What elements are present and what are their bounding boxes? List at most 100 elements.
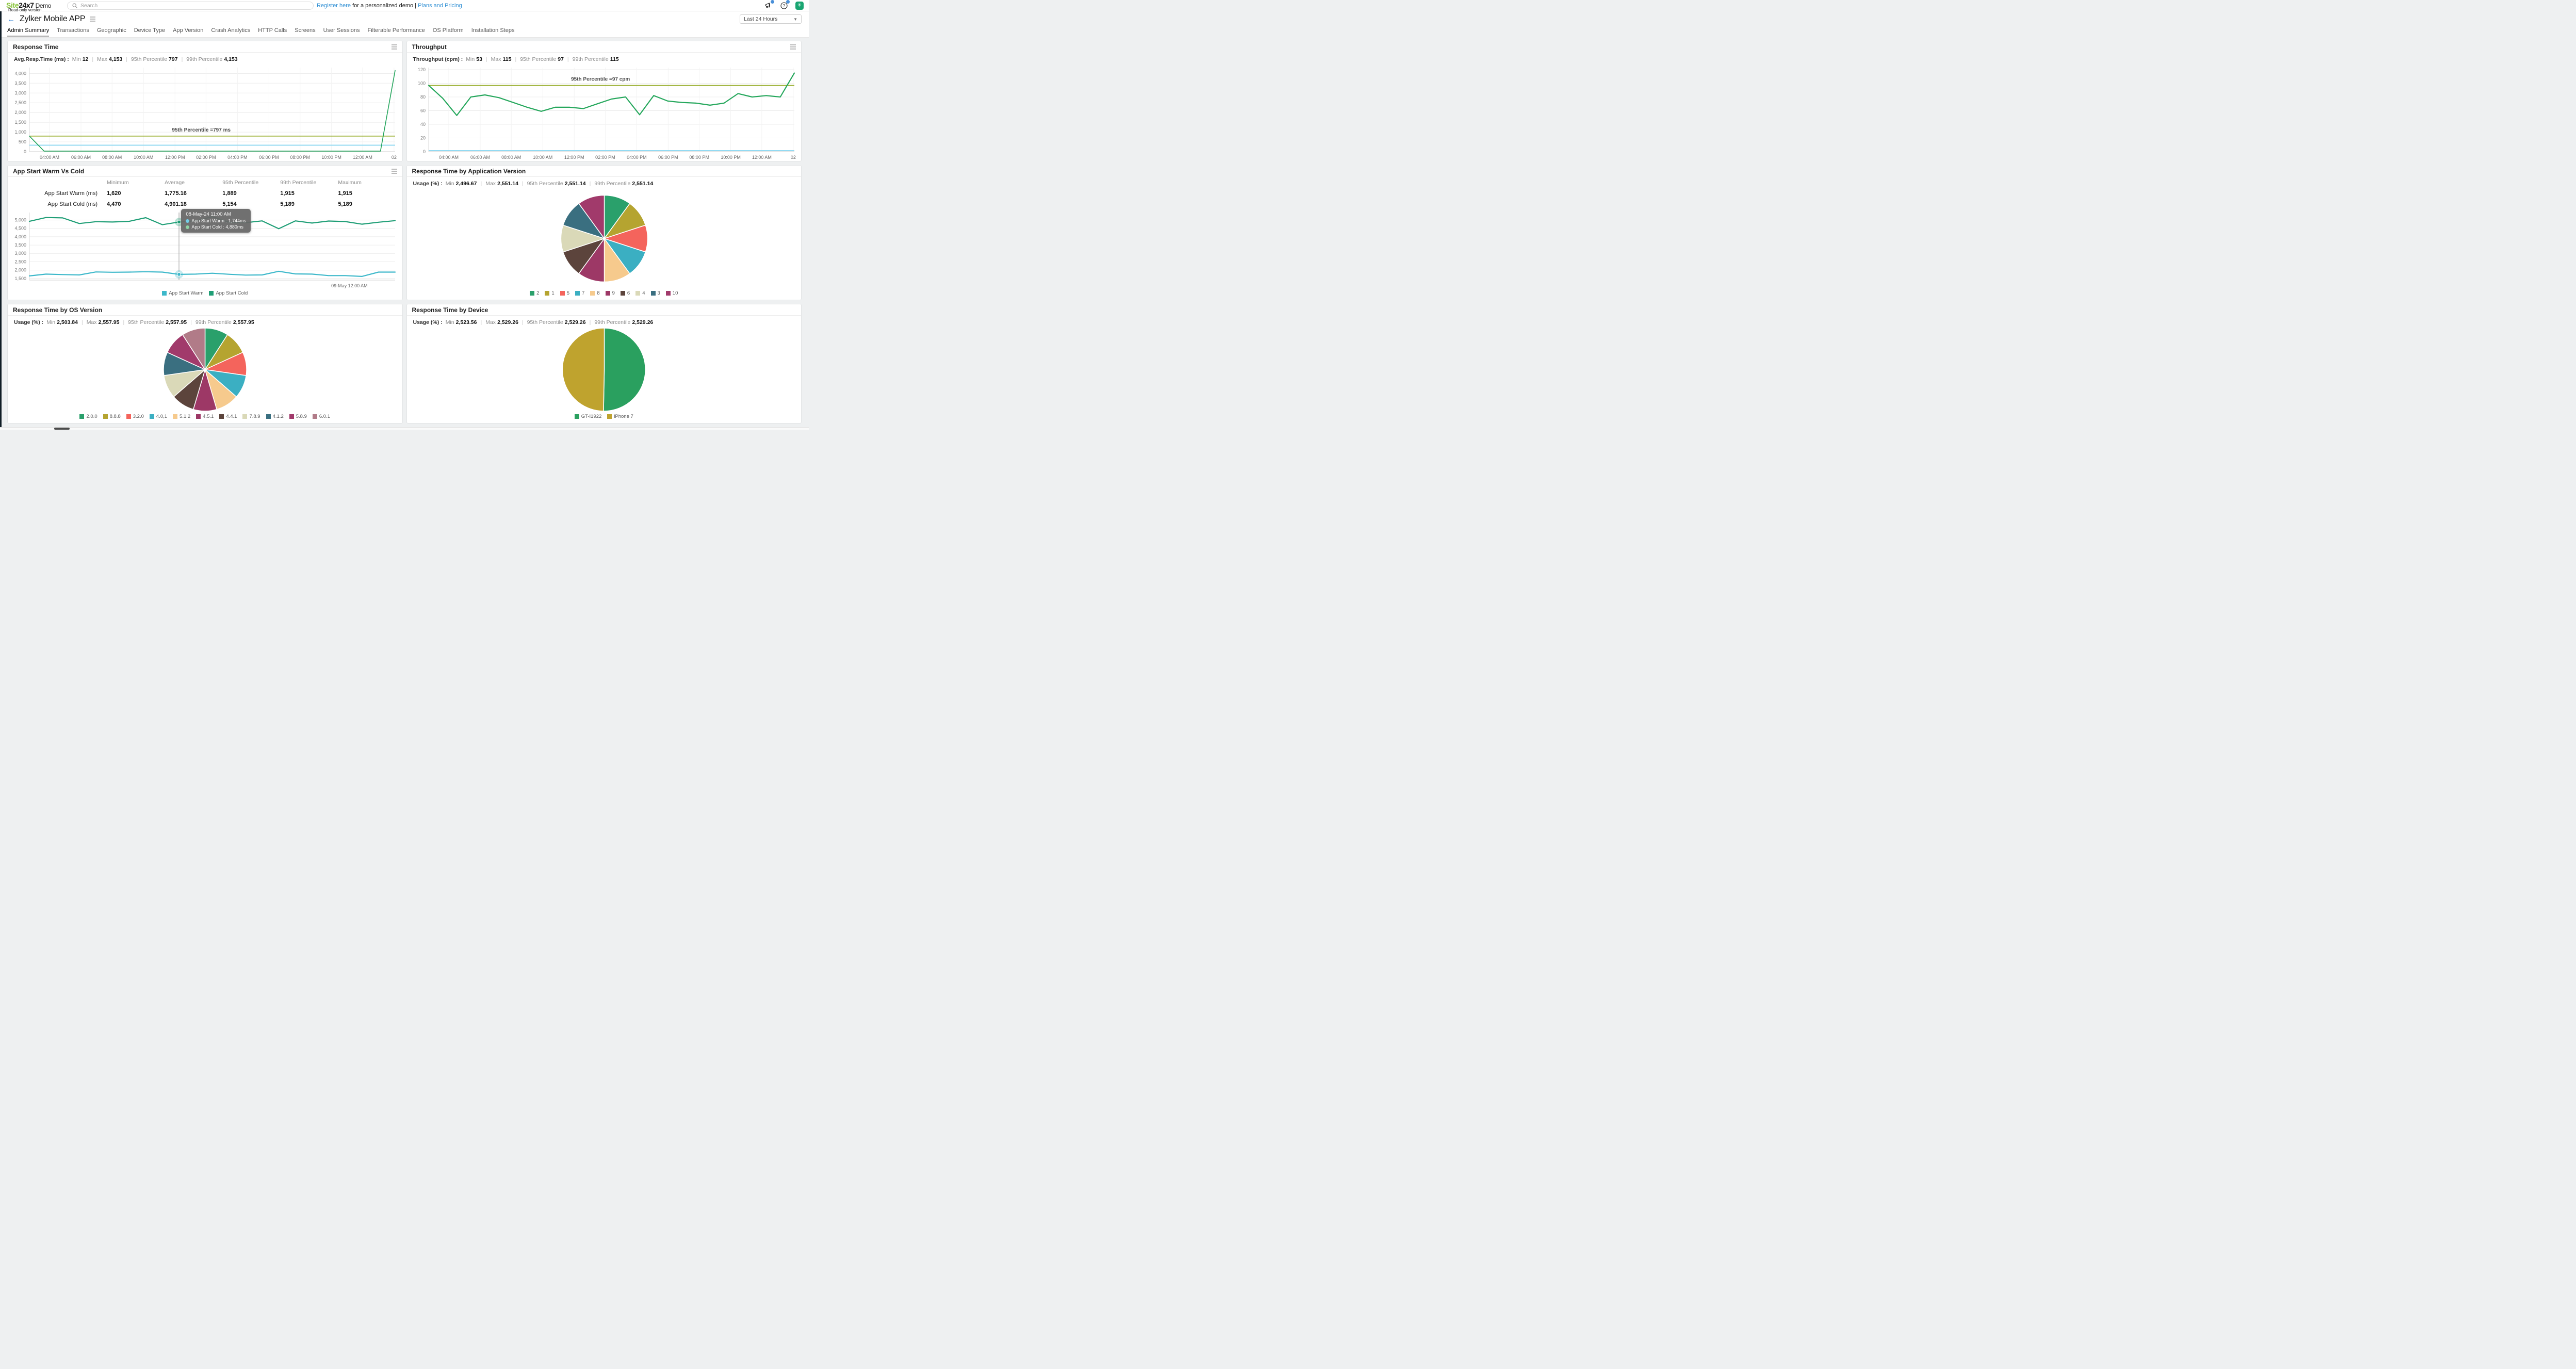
promo-text: for a personalized demo | bbox=[351, 2, 418, 9]
legend-item[interactable]: 5.8.9 bbox=[289, 414, 307, 419]
svg-text:95th Percentile =797 ms: 95th Percentile =797 ms bbox=[172, 127, 231, 133]
stats-row: Usage (%) : Min 2,496.67 | Max 2,551.14 | 95th… bbox=[413, 181, 654, 187]
panel-menu-button[interactable] bbox=[391, 44, 397, 50]
panel-os-version: Response Time by OS Version Usage (%) : … bbox=[7, 304, 403, 423]
tooltip-title: 08-May-24 11:00 AM bbox=[186, 211, 231, 217]
os-version-pie-chart[interactable] bbox=[8, 327, 402, 413]
svg-text:2,000: 2,000 bbox=[14, 110, 26, 115]
chart-legend: 2.0.0 8.8.8 3.2.0 4.0,1 5.1.2 4.5.1 4.4.1 7.8.9… bbox=[8, 413, 402, 423]
back-button[interactable]: ← bbox=[7, 14, 15, 24]
plans-pricing-link[interactable]: Plans and Pricing bbox=[418, 2, 462, 9]
legend-item[interactable]: 4.1.2 bbox=[266, 414, 284, 419]
legend-item[interactable]: 7 bbox=[575, 290, 584, 296]
stats-label: Usage (%) : bbox=[14, 319, 44, 325]
legend-item[interactable]: 10 bbox=[665, 290, 678, 296]
chart-legend: GT-I1922 iPhone 7 bbox=[407, 413, 802, 423]
help-icon: ? bbox=[780, 2, 788, 9]
legend-item[interactable]: 2 bbox=[530, 290, 539, 296]
throughput-chart[interactable]: 0 20 40 60 80 100 120 04:00 AM 06:00 AM 08:00 AM 1… bbox=[407, 63, 802, 161]
legend-item[interactable]: App Start Cold bbox=[209, 290, 248, 296]
legend-item[interactable]: 8 bbox=[590, 290, 600, 296]
svg-text:1,500: 1,500 bbox=[14, 120, 26, 125]
svg-text:02:00 PM: 02:00 PM bbox=[196, 155, 216, 160]
tab-installation-steps[interactable]: Installation Steps bbox=[471, 27, 515, 34]
svg-text:80: 80 bbox=[420, 94, 425, 100]
legend-item[interactable]: 7.8.9 bbox=[242, 414, 260, 419]
legend-item[interactable]: 9 bbox=[605, 290, 615, 296]
svg-text:12:00 PM: 12:00 PM bbox=[165, 155, 185, 160]
tab-transactions[interactable]: Transactions bbox=[57, 27, 89, 34]
panel-header: App Start Warm Vs Cold bbox=[8, 166, 402, 177]
response-time-chart[interactable]: 0 500 1,000 1,500 2,000 2,500 3,000 3,500 4,000 0… bbox=[8, 63, 402, 161]
svg-text:60: 60 bbox=[420, 108, 425, 113]
register-here-link[interactable]: Register here bbox=[317, 2, 351, 9]
legend-item[interactable]: 6 bbox=[620, 290, 630, 296]
legend-item[interactable]: 5.1.2 bbox=[173, 414, 190, 419]
app-version-pie-chart[interactable] bbox=[407, 188, 802, 289]
monitor-menu-button[interactable] bbox=[90, 17, 96, 22]
help-button[interactable]: ? bbox=[780, 0, 790, 9]
legend-item[interactable]: App Start Warm bbox=[162, 290, 203, 296]
horizontal-scrollbar bbox=[0, 427, 809, 430]
readonly-version-label: Read-only version bbox=[7, 7, 43, 12]
time-range-value: Last 24 Hours bbox=[744, 16, 778, 22]
search-icon bbox=[72, 3, 77, 8]
stats-row: Throughput (cpm) : Min 53 | Max 115 | 95th Per… bbox=[413, 56, 619, 62]
svg-text:2,000: 2,000 bbox=[14, 268, 26, 273]
svg-text:08:00 AM: 08:00 AM bbox=[102, 155, 122, 160]
megaphone-icon bbox=[764, 3, 770, 8]
svg-text:04:00 AM: 04:00 AM bbox=[40, 155, 59, 160]
legend-item[interactable]: 6.0.1 bbox=[312, 414, 330, 419]
legend-item[interactable]: 4.0,1 bbox=[149, 414, 167, 419]
svg-text:06:00 AM: 06:00 AM bbox=[71, 155, 91, 160]
stats-label: Usage (%) : bbox=[413, 181, 443, 187]
legend-item[interactable]: 4.4.1 bbox=[219, 414, 237, 419]
svg-text:10:00 PM: 10:00 PM bbox=[721, 155, 741, 160]
tab-device-type[interactable]: Device Type bbox=[134, 27, 166, 34]
legend-item[interactable]: 4 bbox=[635, 290, 645, 296]
legend-item[interactable]: 4.5.1 bbox=[196, 414, 214, 419]
stats-row: Usage (%) : Min 2,503.84 | Max 2,557.95 | 95th… bbox=[14, 319, 254, 325]
svg-text:10:00 AM: 10:00 AM bbox=[533, 155, 552, 160]
tab-app-version[interactable]: App Version bbox=[173, 27, 204, 34]
svg-text:120: 120 bbox=[417, 67, 425, 72]
scrollbar-thumb[interactable] bbox=[54, 428, 70, 430]
site24x7-logo[interactable]: Site24x7 Demo Read-only version bbox=[5, 0, 67, 12]
tab-admin-summary[interactable]: Admin Summary bbox=[7, 27, 50, 37]
search-input[interactable] bbox=[80, 2, 308, 9]
panel-title: Response Time by Application Version bbox=[412, 167, 526, 175]
user-avatar[interactable]: ✳ bbox=[795, 1, 804, 10]
tab-user-sessions[interactable]: User Sessions bbox=[323, 27, 360, 34]
stats-row: Usage (%) : Min 2,523.56 | Max 2,529.26 | 95th… bbox=[413, 319, 654, 325]
legend-item[interactable]: iPhone 7 bbox=[607, 414, 633, 419]
announcements-button[interactable] bbox=[764, 0, 774, 9]
tab-os-platform[interactable]: OS Platform bbox=[432, 27, 464, 34]
panel-menu-button[interactable] bbox=[790, 44, 796, 50]
legend-item[interactable]: 8.8.8 bbox=[103, 414, 121, 419]
legend-item[interactable]: 1 bbox=[545, 290, 555, 296]
svg-text:3,500: 3,500 bbox=[14, 242, 26, 248]
svg-text:0: 0 bbox=[24, 149, 26, 154]
device-pie-chart[interactable] bbox=[407, 327, 802, 413]
tab-http-calls[interactable]: HTTP Calls bbox=[258, 27, 287, 34]
stats-label: Throughput (cpm) : bbox=[413, 56, 463, 62]
global-search[interactable] bbox=[67, 1, 314, 10]
svg-text:500: 500 bbox=[19, 139, 26, 144]
legend-item[interactable]: 5 bbox=[560, 290, 569, 296]
legend-item[interactable]: 3.2.0 bbox=[126, 414, 144, 419]
panel-header: Throughput bbox=[406, 41, 801, 53]
panel-menu-button[interactable] bbox=[391, 168, 397, 174]
svg-text:20: 20 bbox=[420, 136, 425, 141]
svg-text:5,000: 5,000 bbox=[14, 218, 26, 223]
legend-item[interactable]: 2.0.0 bbox=[79, 414, 97, 419]
legend-item[interactable]: GT-I1922 bbox=[574, 414, 601, 419]
chart-legend: 2 1 5 7 8 9 6 4 3 10 bbox=[407, 289, 802, 300]
time-range-select[interactable]: Last 24 Hours ▼ bbox=[740, 14, 802, 24]
panel-title: Response Time by OS Version bbox=[13, 306, 103, 314]
tab-filterable-performance[interactable]: Filterable Performance bbox=[367, 27, 425, 34]
legend-item[interactable]: 3 bbox=[650, 290, 660, 296]
tab-crash-analytics[interactable]: Crash Analytics bbox=[211, 27, 251, 34]
app-start-chart[interactable]: 08-May-24 11:00 AM App Start Warm : 1,74… bbox=[8, 208, 402, 289]
tab-screens[interactable]: Screens bbox=[295, 27, 316, 34]
tab-geographic[interactable]: Geographic bbox=[96, 27, 126, 34]
